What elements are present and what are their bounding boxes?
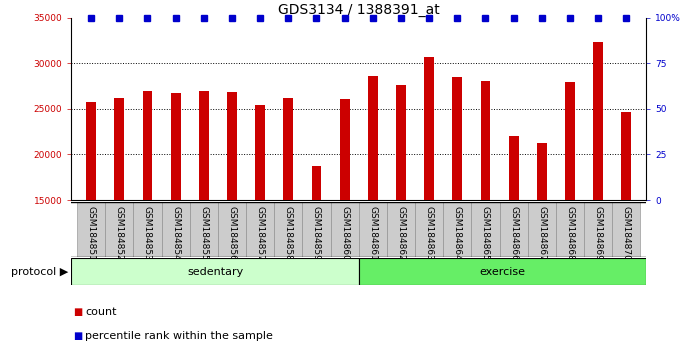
Text: count: count — [85, 307, 116, 316]
Bar — [612, 202, 641, 257]
Bar — [246, 202, 274, 257]
Text: exercise: exercise — [479, 267, 526, 277]
Bar — [481, 81, 490, 200]
Title: GDS3134 / 1388391_at: GDS3134 / 1388391_at — [278, 3, 439, 17]
Bar — [387, 202, 415, 257]
Text: GSM184864: GSM184864 — [453, 206, 462, 261]
Bar — [284, 98, 293, 200]
Text: GSM184860: GSM184860 — [340, 206, 349, 261]
Bar — [359, 258, 646, 285]
Text: GSM184852: GSM184852 — [115, 206, 124, 261]
Bar — [509, 136, 519, 200]
Bar — [330, 202, 359, 257]
Text: GSM184869: GSM184869 — [594, 206, 602, 261]
Bar — [471, 202, 500, 257]
Bar — [190, 202, 218, 257]
Text: ■: ■ — [73, 331, 82, 341]
Text: GSM184857: GSM184857 — [256, 206, 265, 261]
Text: GSM184865: GSM184865 — [481, 206, 490, 261]
Bar — [199, 91, 209, 200]
Bar — [443, 202, 471, 257]
Text: GSM184861: GSM184861 — [369, 206, 377, 261]
Bar — [105, 202, 133, 257]
Bar — [218, 202, 246, 257]
Text: GSM184862: GSM184862 — [396, 206, 405, 261]
Bar — [359, 202, 387, 257]
Bar — [171, 93, 181, 200]
Bar — [162, 202, 190, 257]
Bar — [622, 112, 631, 200]
Bar — [311, 166, 322, 200]
Text: GSM184855: GSM184855 — [199, 206, 208, 261]
Text: GSM184856: GSM184856 — [227, 206, 237, 261]
Text: percentile rank within the sample: percentile rank within the sample — [85, 331, 273, 341]
Bar — [584, 202, 612, 257]
Bar — [274, 202, 303, 257]
Bar — [556, 202, 584, 257]
Bar — [424, 57, 434, 200]
Bar — [114, 98, 124, 200]
Bar — [368, 76, 377, 200]
Bar — [415, 202, 443, 257]
Bar — [133, 202, 162, 257]
Bar — [71, 258, 359, 285]
Bar — [593, 42, 603, 200]
Text: GSM184870: GSM184870 — [622, 206, 631, 261]
Bar — [565, 81, 575, 200]
Text: GSM184859: GSM184859 — [312, 206, 321, 261]
Bar — [452, 77, 462, 200]
Bar — [340, 99, 350, 200]
Bar — [303, 202, 330, 257]
Bar — [537, 143, 547, 200]
Text: GSM184851: GSM184851 — [86, 206, 96, 261]
Bar — [528, 202, 556, 257]
Text: GSM184863: GSM184863 — [424, 206, 434, 261]
Text: GSM184867: GSM184867 — [537, 206, 546, 261]
Text: protocol ▶: protocol ▶ — [11, 267, 68, 277]
Text: sedentary: sedentary — [187, 267, 243, 277]
Bar — [77, 202, 105, 257]
Text: GSM184866: GSM184866 — [509, 206, 518, 261]
Bar — [143, 91, 152, 200]
Bar — [500, 202, 528, 257]
Text: GSM184868: GSM184868 — [566, 206, 575, 261]
Bar — [86, 102, 96, 200]
Text: GSM184858: GSM184858 — [284, 206, 293, 261]
Text: GSM184854: GSM184854 — [171, 206, 180, 261]
Bar — [255, 105, 265, 200]
Bar — [396, 85, 406, 200]
Text: GSM184853: GSM184853 — [143, 206, 152, 261]
Bar — [227, 92, 237, 200]
Text: ■: ■ — [73, 307, 82, 316]
